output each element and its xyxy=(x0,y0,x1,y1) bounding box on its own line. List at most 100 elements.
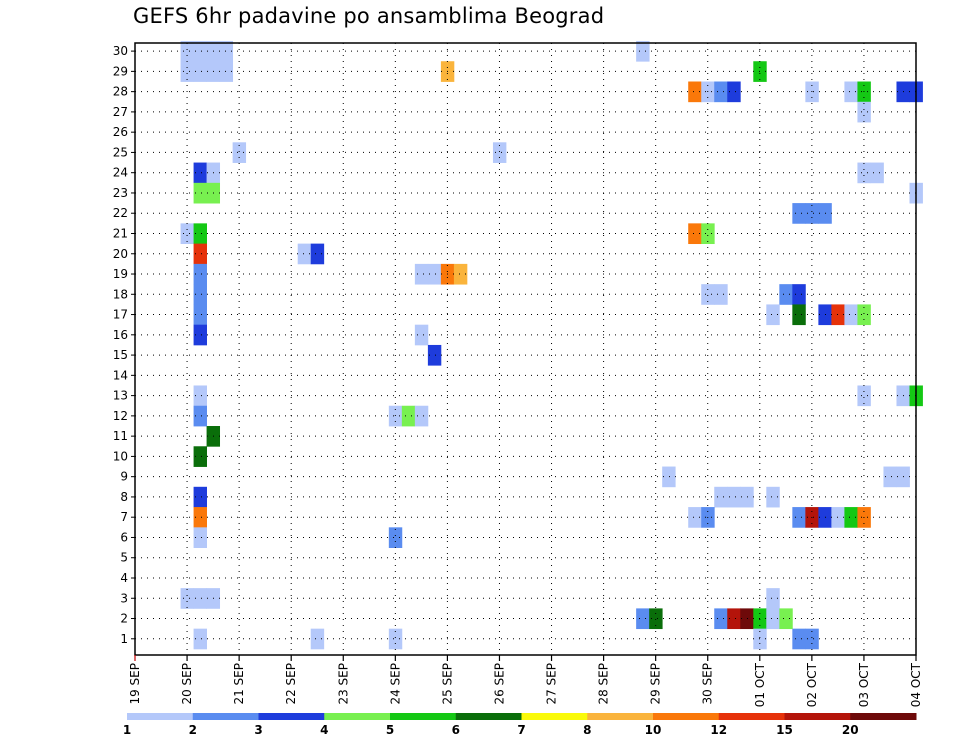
x-tick-label: 21 SEP xyxy=(232,663,246,705)
legend-label: 1 xyxy=(123,723,131,737)
heatmap-cell xyxy=(219,40,234,62)
y-tick-label: 7 xyxy=(120,510,128,524)
heatmap-cell xyxy=(714,608,728,630)
x-tick-label: 30 SEP xyxy=(701,663,715,705)
heatmap-cell xyxy=(193,527,207,548)
heatmap-cell xyxy=(779,608,793,630)
legend-label: 3 xyxy=(254,723,262,737)
heatmap-cell xyxy=(310,628,325,650)
y-tick-label: 27 xyxy=(113,105,128,119)
heatmap-cell xyxy=(792,628,806,650)
heatmap-cell xyxy=(636,40,650,62)
heatmap-cell xyxy=(193,284,207,305)
y-tick-label: 2 xyxy=(120,612,128,626)
legend-label: 2 xyxy=(189,723,197,737)
heatmap-cell xyxy=(193,324,207,346)
heatmap-cell xyxy=(701,284,715,305)
y-tick-label: 11 xyxy=(113,429,128,443)
heatmap-cell xyxy=(870,162,884,184)
legend-swatch xyxy=(390,713,457,720)
x-tick-label: 22 SEP xyxy=(284,663,298,705)
heatmap-cell xyxy=(414,263,429,285)
y-tick-label: 14 xyxy=(113,368,128,382)
heatmap-cell xyxy=(180,40,194,62)
heatmap-cell xyxy=(401,405,416,427)
legend-label: 4 xyxy=(320,723,328,737)
x-tick-label: 24 SEP xyxy=(388,663,402,705)
legend-swatch xyxy=(850,713,917,720)
y-tick-label: 30 xyxy=(113,44,128,58)
heatmap-cell xyxy=(688,223,702,245)
heatmap-cell xyxy=(219,61,234,82)
heatmap-cell xyxy=(727,486,741,508)
y-tick-label: 21 xyxy=(113,226,128,240)
heatmap-cell xyxy=(193,486,207,508)
heatmap-cell xyxy=(766,588,780,609)
x-tick-label: 28 SEP xyxy=(597,663,611,705)
heatmap-cell xyxy=(636,608,650,630)
y-tick-label: 26 xyxy=(113,125,128,139)
heatmap-cell xyxy=(792,304,806,326)
legend-label: 20 xyxy=(842,723,859,737)
heatmap-cell xyxy=(714,486,728,508)
x-tick-label: 26 SEP xyxy=(492,663,506,705)
y-tick-label: 18 xyxy=(113,287,128,301)
heatmap-cell xyxy=(388,527,403,548)
y-tick-label: 8 xyxy=(120,490,128,504)
color-legend: 1 2 3 4 5 6 7 8 10 12 15 20 xyxy=(123,713,917,737)
heatmap-cell xyxy=(193,182,207,204)
x-tick-label: 23 SEP xyxy=(336,663,350,705)
y-tick-label: 20 xyxy=(113,247,128,261)
heatmap-cell xyxy=(232,142,247,163)
y-tick-label: 29 xyxy=(113,64,128,78)
heatmap-cell xyxy=(701,223,715,245)
y-tick-label: 25 xyxy=(113,145,128,159)
heatmap-cell xyxy=(805,203,819,224)
y-tick-label: 10 xyxy=(113,449,128,463)
x-tick-label: 20 SEP xyxy=(180,663,194,705)
y-tick-label: 6 xyxy=(120,530,128,544)
heatmap-cell xyxy=(297,243,312,265)
legend-swatch xyxy=(718,713,785,720)
y-tick-label: 23 xyxy=(113,186,128,200)
legend-label: 6 xyxy=(452,723,460,737)
heatmap-cell xyxy=(388,628,403,650)
heatmap-cell xyxy=(193,40,207,62)
heatmap-cell xyxy=(792,203,806,224)
heatmap-cell xyxy=(883,466,897,488)
x-tick-label: 03 OCT xyxy=(857,662,871,707)
heatmap-cell xyxy=(193,588,207,609)
grid-lines xyxy=(135,43,916,655)
heatmap-cell xyxy=(193,243,207,265)
heatmap-cell xyxy=(857,385,871,407)
heatmap-cell xyxy=(427,344,442,366)
heatmap-cell xyxy=(766,304,780,326)
chart-title: GEFS 6hr padavine po ansamblima Beograd xyxy=(133,4,605,28)
heatmap-cell xyxy=(193,405,207,427)
heatmap-cell xyxy=(453,263,468,285)
heatmap-cell xyxy=(388,405,403,427)
legend-swatch xyxy=(127,713,194,720)
heatmap-cell xyxy=(766,486,780,508)
heatmap-cell xyxy=(649,608,663,630)
heatmap-cell xyxy=(714,284,728,305)
y-tick-label: 9 xyxy=(120,470,128,484)
heatmap-cell xyxy=(193,304,207,326)
y-tick-label: 12 xyxy=(113,409,128,423)
heatmap-cell xyxy=(180,61,194,82)
heatmap-cell xyxy=(414,324,429,346)
heatmap-cell xyxy=(193,61,207,82)
y-tick-label: 16 xyxy=(113,328,128,342)
heatmap-cell xyxy=(492,142,507,163)
legend-swatch xyxy=(587,713,654,720)
heatmap-cell xyxy=(857,101,871,123)
y-tick-label: 24 xyxy=(113,166,128,180)
x-tick-label: 27 SEP xyxy=(545,663,559,705)
heatmap-cell xyxy=(740,486,754,508)
y-tick-label: 3 xyxy=(120,591,128,605)
heatmap-cell xyxy=(193,162,207,184)
x-tick-label: 01 OCT xyxy=(753,662,767,707)
heatmap-cell xyxy=(193,507,207,528)
heatmap-cell xyxy=(688,81,702,103)
